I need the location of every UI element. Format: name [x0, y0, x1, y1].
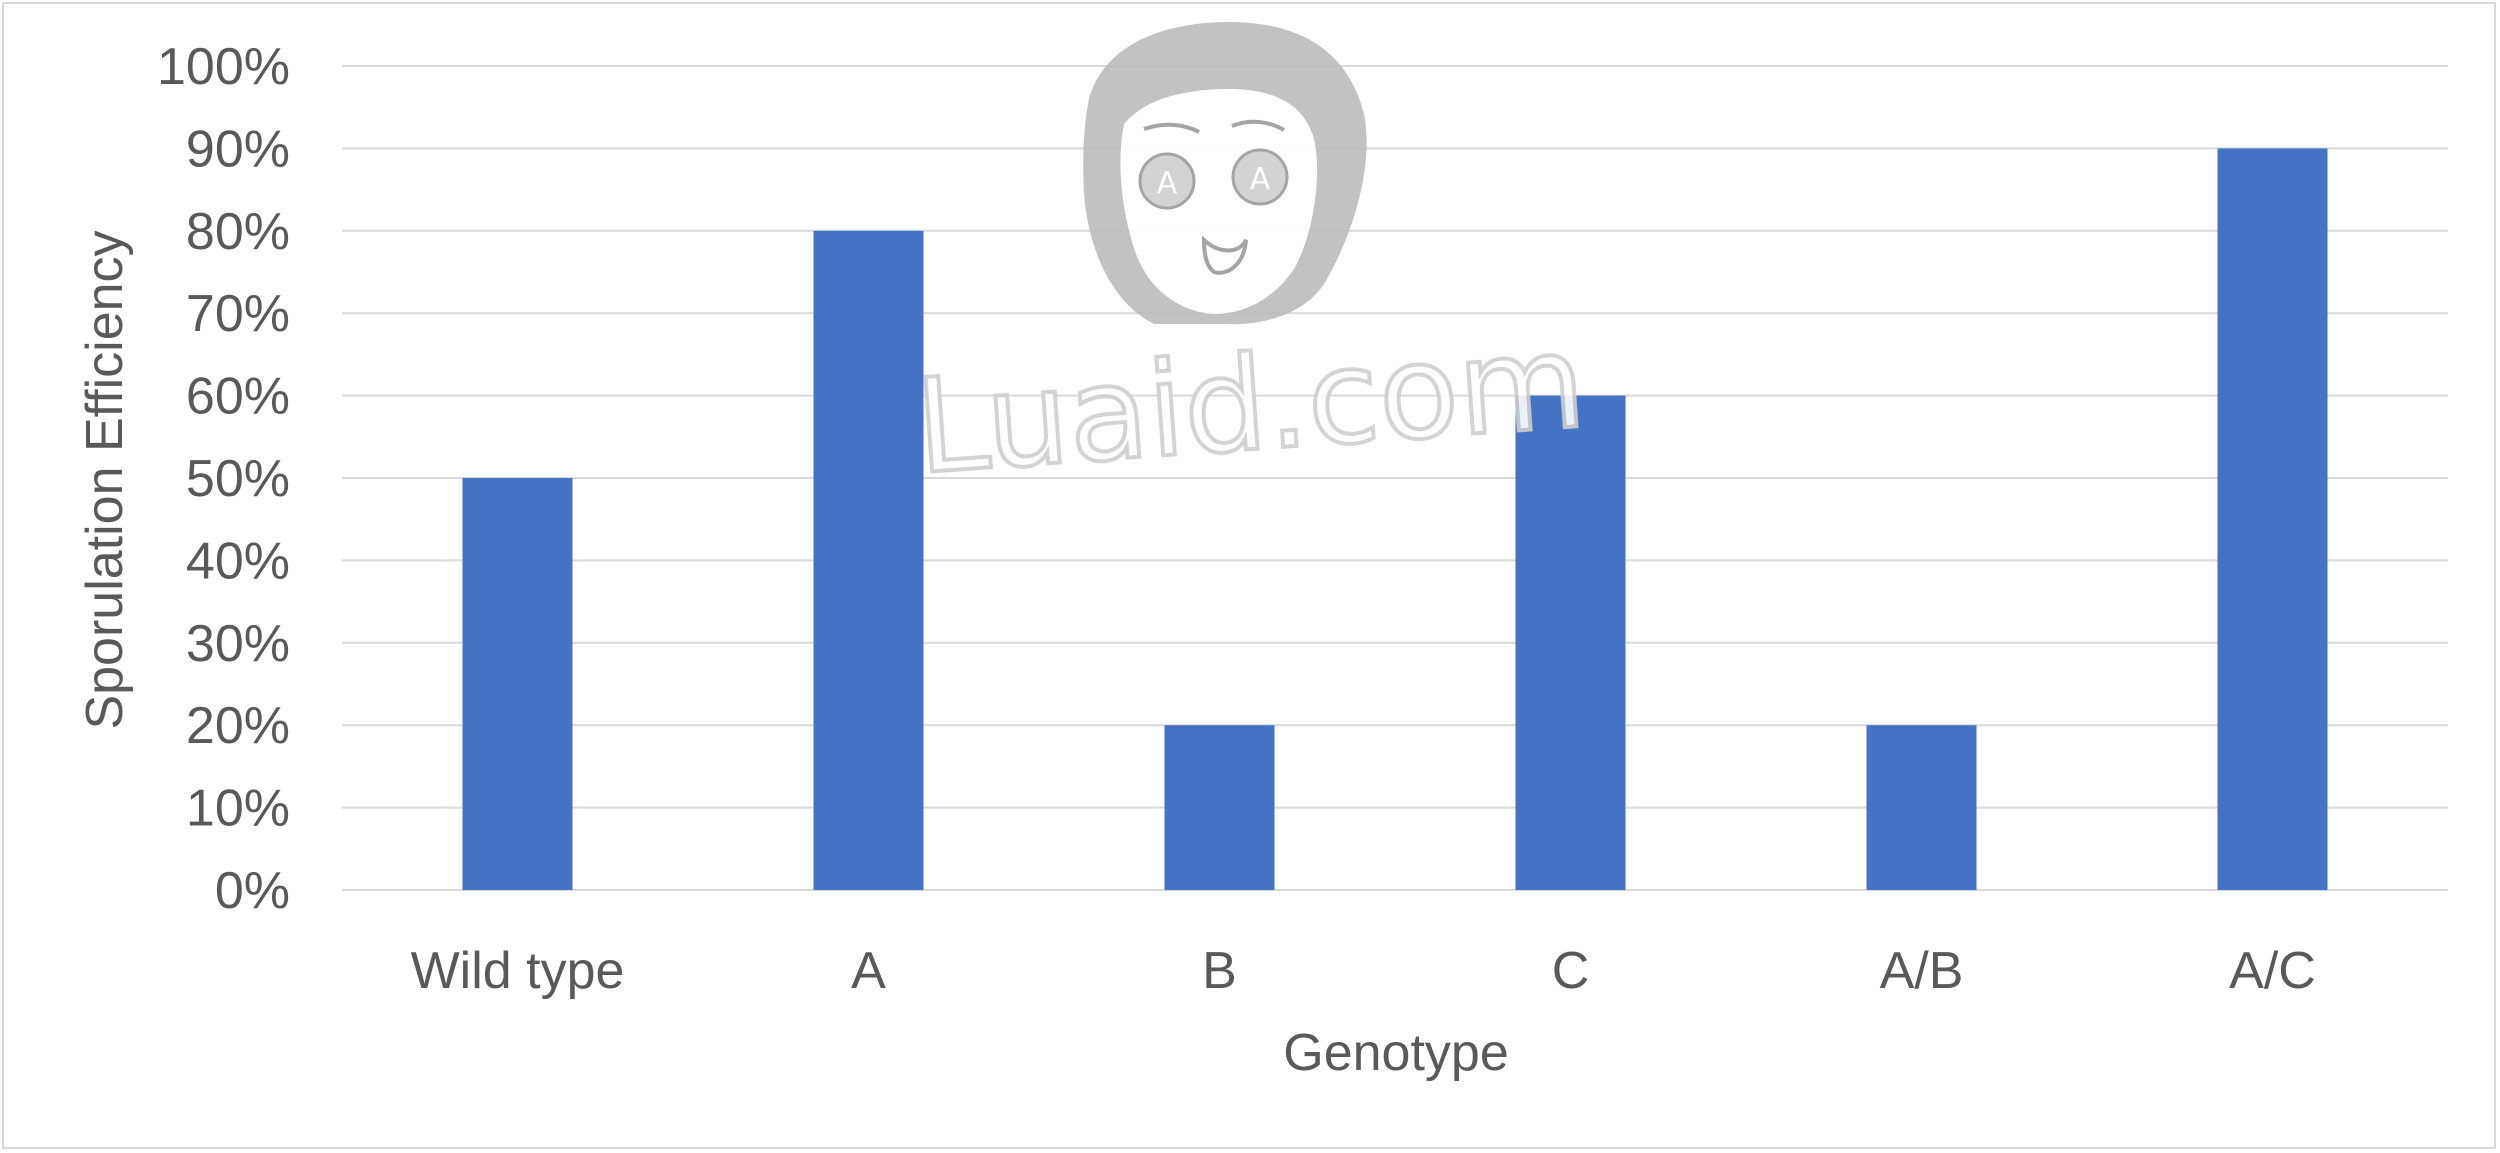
y-tick-label: 10% [186, 780, 290, 838]
x-tick-label: Wild type [411, 942, 625, 1000]
bar-c [1515, 395, 1626, 890]
x-tick-label: A/C [2229, 942, 2316, 1000]
watermark-right-eye [1231, 148, 1289, 206]
x-tick-label: A [851, 942, 886, 1000]
bar-a [813, 230, 924, 891]
watermark-text: Luaid.com [911, 305, 1590, 503]
x-tick-label: B [1202, 942, 1237, 1000]
y-tick-label: 90% [186, 120, 290, 178]
y-axis-title: Sporulation Efficiency [76, 230, 134, 729]
x-tick-label: C [1552, 942, 1590, 1000]
bar-chart: 0% 10% 20% 30% 40% 50% 60% 70% 80% 90% 100% Wild t… [76, 22, 2448, 1082]
watermark-left-eye-letter: A [1157, 166, 1178, 201]
x-axis-title: Genotype [1283, 1024, 1509, 1082]
y-axis-tick-labels: 0% 10% 20% 30% 40% 50% 60% 70% 80% 90% 100% [157, 38, 290, 920]
x-tick-label: A/B [1880, 942, 1964, 1000]
y-tick-label: 60% [186, 368, 290, 426]
bar-wild-type [462, 478, 573, 890]
y-tick-label: 100% [157, 38, 290, 96]
bar-a-b [1866, 725, 1977, 890]
bar-a-c [2217, 148, 2328, 890]
watermark-mascot-icon: A A [1083, 22, 1367, 325]
y-tick-label: 80% [186, 203, 290, 261]
y-tick-label: 50% [186, 450, 290, 508]
watermark: A A Luaid.com [909, 22, 1592, 505]
y-tick-label: 40% [186, 532, 290, 590]
y-tick-label: 20% [186, 697, 290, 755]
gridlines [342, 65, 2448, 891]
y-tick-label: 0% [215, 862, 290, 920]
watermark-right-eye-letter: A [1250, 162, 1271, 197]
y-tick-label: 30% [186, 615, 290, 673]
x-axis-tick-labels: Wild type A B C A/B A/C [411, 942, 2316, 1000]
bar-b [1164, 725, 1275, 890]
watermark-left-eye [1138, 152, 1196, 210]
bars [462, 148, 2328, 891]
y-tick-label: 70% [186, 285, 290, 343]
